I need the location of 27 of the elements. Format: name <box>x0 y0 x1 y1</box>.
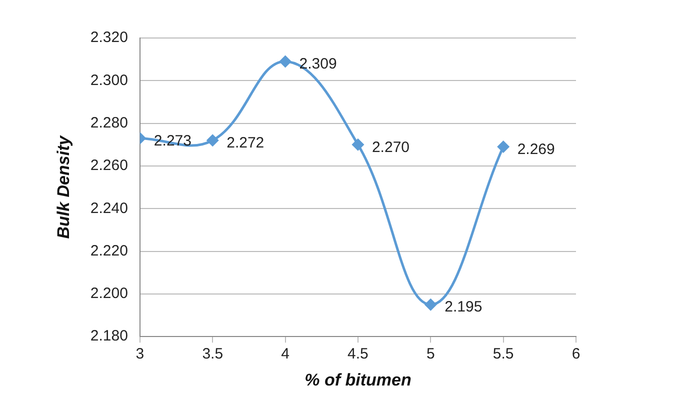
data-label: 2.309 <box>299 56 337 73</box>
point <box>424 298 436 310</box>
point <box>498 141 510 153</box>
x-tick-label: 3 <box>136 346 144 363</box>
y-tick-label: 2.200 <box>90 285 128 302</box>
x-tick-label: 4.5 <box>348 346 368 363</box>
x-tick-label: 6 <box>572 346 580 363</box>
x-axis-title: % of bitumen <box>304 370 412 390</box>
y-tick-label: 2.180 <box>90 328 128 345</box>
x-tick-label: 5.5 <box>492 346 514 363</box>
data-label: 2.270 <box>372 138 410 156</box>
x-tick-label: 4 <box>281 346 290 363</box>
x-tick-label: 5 <box>426 346 435 363</box>
point <box>206 134 218 146</box>
data-label: 2.272 <box>226 134 264 152</box>
y-tick-label: 2.240 <box>90 200 128 217</box>
y-tick-label: 2.280 <box>90 114 128 132</box>
y-tick-label: 2.260 <box>90 157 128 174</box>
x-tick-label: 3.5 <box>202 346 224 363</box>
y-tick-label: 2.300 <box>90 72 128 89</box>
point <box>280 56 292 68</box>
y-axis-title: Bulk Density <box>54 134 73 239</box>
data-label: 2.195 <box>444 298 482 316</box>
y-tick-label: 2.320 <box>90 29 128 46</box>
point <box>352 138 364 150</box>
data-label: 2.269 <box>517 140 555 158</box>
y-tick-label: 2.220 <box>90 242 128 260</box>
